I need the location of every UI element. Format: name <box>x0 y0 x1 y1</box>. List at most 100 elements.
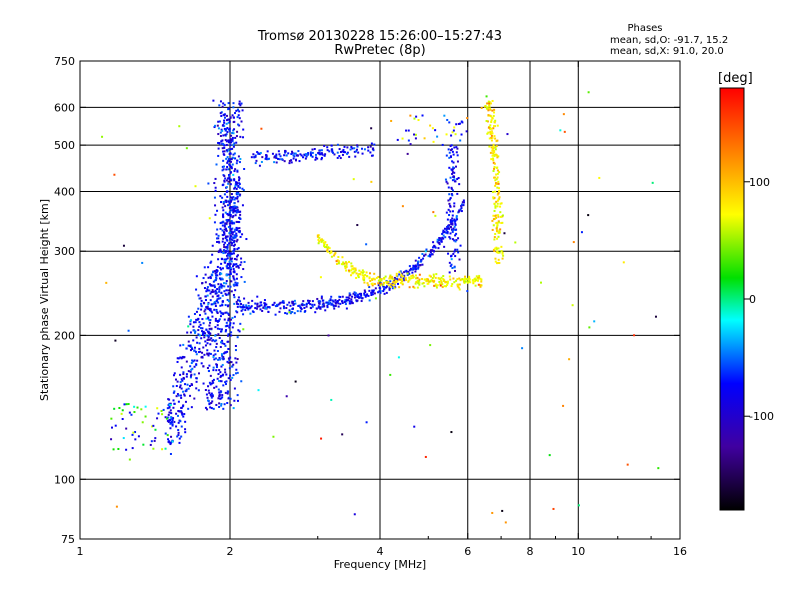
data-point <box>456 154 459 157</box>
data-point <box>391 287 394 290</box>
data-point <box>232 277 235 280</box>
data-point <box>215 271 218 274</box>
data-point <box>227 397 230 400</box>
data-point <box>225 321 228 324</box>
data-point <box>562 113 565 116</box>
data-point <box>218 394 221 397</box>
data-point <box>144 415 147 418</box>
data-point <box>208 319 211 322</box>
data-point <box>190 406 193 409</box>
data-point <box>454 228 457 231</box>
data-point <box>224 222 227 225</box>
data-point <box>324 309 327 312</box>
data-point <box>212 99 215 102</box>
data-point <box>236 311 239 314</box>
data-point <box>225 265 228 268</box>
data-point <box>242 128 245 131</box>
data-point <box>357 295 360 298</box>
data-point <box>264 157 267 160</box>
data-point <box>303 306 306 309</box>
data-point <box>329 301 332 304</box>
data-point <box>226 220 229 223</box>
data-point <box>461 203 464 206</box>
data-point <box>222 237 225 240</box>
data-point <box>461 201 464 204</box>
data-point <box>353 291 356 294</box>
y-axis-label: Stationary phase Virtual Height [km] <box>38 199 51 401</box>
data-point <box>179 344 182 347</box>
data-point <box>222 282 225 285</box>
data-point <box>448 236 451 239</box>
data-point <box>370 154 373 157</box>
data-point <box>211 395 214 398</box>
data-point <box>400 278 403 281</box>
data-point <box>219 371 222 374</box>
data-point <box>202 365 205 368</box>
data-point <box>333 307 336 310</box>
data-point <box>219 222 222 225</box>
data-point <box>101 135 104 138</box>
data-point <box>313 303 316 306</box>
data-point <box>318 302 321 305</box>
data-point <box>451 219 454 222</box>
data-point <box>194 330 197 333</box>
data-point <box>342 150 345 153</box>
data-point <box>182 343 185 346</box>
data-point <box>506 133 509 136</box>
data-point <box>233 142 236 145</box>
data-point <box>233 205 236 208</box>
data-point <box>283 154 286 157</box>
data-point <box>232 129 235 132</box>
data-point <box>221 339 224 342</box>
data-point <box>319 153 322 156</box>
data-point <box>177 400 180 403</box>
data-point <box>367 146 370 149</box>
data-point <box>445 180 448 183</box>
data-point <box>220 251 223 254</box>
data-point <box>299 307 302 310</box>
data-point <box>241 204 244 207</box>
data-point <box>234 112 237 115</box>
data-point <box>316 234 319 237</box>
data-point <box>204 332 207 335</box>
data-point <box>453 126 456 129</box>
data-point <box>189 323 192 326</box>
data-point <box>323 154 326 157</box>
data-point <box>490 127 493 130</box>
data-point <box>233 315 236 318</box>
data-point <box>230 257 233 260</box>
data-point <box>230 331 233 334</box>
data-point <box>221 196 224 199</box>
data-point <box>220 328 223 331</box>
data-point <box>115 505 118 508</box>
data-point <box>233 247 236 250</box>
data-point <box>358 269 361 272</box>
x-tick-label: 16 <box>673 545 687 558</box>
data-point <box>421 263 424 266</box>
data-point <box>229 322 232 325</box>
data-point <box>200 299 203 302</box>
data-point <box>435 273 438 276</box>
data-point <box>417 260 420 263</box>
data-point <box>190 373 193 376</box>
data-point <box>214 305 217 308</box>
data-point <box>256 302 259 305</box>
data-point <box>198 297 201 300</box>
data-point <box>494 257 497 260</box>
data-point <box>203 266 206 269</box>
x-tick-label: 8 <box>527 545 534 558</box>
data-point <box>237 155 240 158</box>
data-point <box>457 210 460 213</box>
data-point <box>245 304 248 307</box>
data-point <box>304 157 307 160</box>
data-point <box>238 227 241 230</box>
data-point <box>494 260 497 263</box>
data-point <box>229 268 232 271</box>
data-point <box>111 426 114 429</box>
data-point <box>212 271 215 274</box>
data-point <box>217 373 220 376</box>
data-point <box>225 380 228 383</box>
data-point <box>415 115 418 118</box>
data-point <box>456 285 459 288</box>
data-point <box>369 279 372 282</box>
